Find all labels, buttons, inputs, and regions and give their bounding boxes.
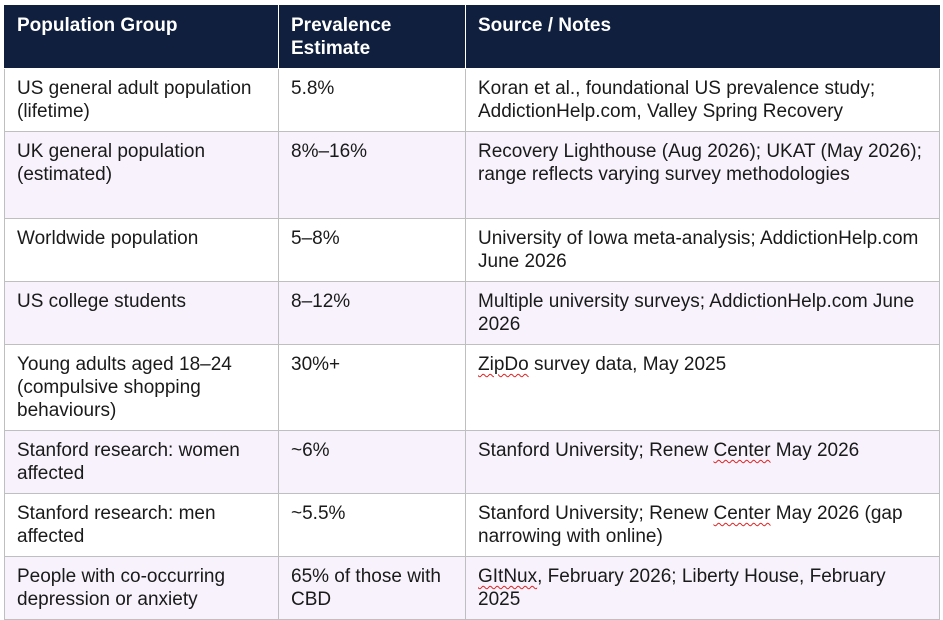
table-row: Stanford research: men affected ~5.5% St… (4, 493, 940, 557)
spellcheck-flagged-word[interactable]: ZipDo (478, 354, 529, 375)
cell-population-group: Young adults aged 18–24 (compulsive shop… (4, 344, 279, 431)
table-row: Worldwide population 5–8% University of … (4, 218, 940, 282)
source-text: Stanford University; Renew (478, 503, 714, 524)
cell-source-notes: ZipDo survey data, May 2025 (465, 344, 940, 431)
spellcheck-flagged-word[interactable]: Center (713, 440, 771, 461)
source-text: May 2026 (770, 440, 860, 461)
cell-source-notes: Multiple university surveys; AddictionHe… (465, 281, 940, 345)
cell-prevalence-estimate: 65% of those with CBD (278, 556, 466, 620)
cell-population-group: People with co-occurring depression or a… (4, 556, 279, 620)
cell-population-group: Stanford research: men affected (4, 493, 279, 557)
spellcheck-flagged-word[interactable]: GItNux (478, 566, 538, 587)
cell-source-notes: Koran et al., foundational US prevalence… (465, 68, 940, 132)
cell-source-notes: University of Iowa meta-analysis; Addict… (465, 218, 940, 282)
cell-source-notes: Stanford University; Renew Center May 20… (465, 493, 940, 557)
source-text: , February 2026; Liberty House, February… (478, 566, 886, 610)
cell-prevalence-estimate: 5–8% (278, 218, 466, 282)
source-text: Stanford University; Renew (478, 440, 714, 461)
table-row: US college students 8–12% Multiple unive… (4, 281, 940, 345)
cell-population-group: US college students (4, 281, 279, 345)
table-header-row: Population Group Prevalence Estimate Sou… (4, 5, 940, 69)
cell-prevalence-estimate: 8–12% (278, 281, 466, 345)
header-source-notes: Source / Notes (465, 5, 940, 69)
source-text: survey data, May 2025 (528, 354, 727, 375)
header-prevalence-estimate: Prevalence Estimate (278, 5, 466, 69)
table-row: Stanford research: women affected ~6% St… (4, 430, 940, 494)
cell-population-group: UK general population (estimated) (4, 131, 279, 219)
cell-prevalence-estimate: ~5.5% (278, 493, 466, 557)
cell-source-notes: Recovery Lighthouse (Aug 2026); UKAT (Ma… (465, 131, 940, 219)
cell-prevalence-estimate: 30%+ (278, 344, 466, 431)
source-text: May 2026 (gap narrowing with online) (478, 503, 903, 547)
header-population-group: Population Group (4, 5, 279, 69)
cell-prevalence-estimate: ~6% (278, 430, 466, 494)
cell-population-group: Stanford research: women affected (4, 430, 279, 494)
table-row: People with co-occurring depression or a… (4, 556, 940, 620)
table-row: Young adults aged 18–24 (compulsive shop… (4, 344, 940, 431)
prevalence-table: Population Group Prevalence Estimate Sou… (4, 5, 940, 620)
cell-population-group: US general adult population (lifetime) (4, 68, 279, 132)
spellcheck-flagged-word[interactable]: Center (713, 503, 771, 524)
cell-prevalence-estimate: 5.8% (278, 68, 466, 132)
table-row: UK general population (estimated) 8%–16%… (4, 131, 940, 219)
cell-population-group: Worldwide population (4, 218, 279, 282)
cell-source-notes: GItNux, February 2026; Liberty House, Fe… (465, 556, 940, 620)
cell-source-notes: Stanford University; Renew Center May 20… (465, 430, 940, 494)
table-row: US general adult population (lifetime) 5… (4, 68, 940, 132)
cell-prevalence-estimate: 8%–16% (278, 131, 466, 219)
